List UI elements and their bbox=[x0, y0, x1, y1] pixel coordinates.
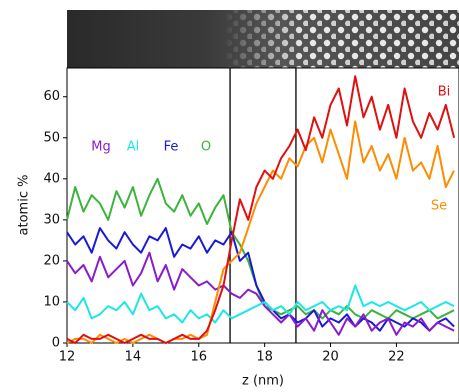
x-tick-label: 20 bbox=[322, 350, 339, 365]
y-axis-label: atomic % bbox=[17, 175, 32, 236]
series-line bbox=[67, 228, 454, 331]
y-tick-label: 20 bbox=[43, 253, 60, 268]
series-label: O bbox=[201, 140, 211, 155]
series-label: Bi bbox=[438, 85, 451, 100]
x-tick-label: 16 bbox=[190, 350, 207, 365]
x-tick-label: 22 bbox=[388, 350, 405, 365]
x-tick-label: 12 bbox=[59, 350, 76, 365]
series-label: Se bbox=[431, 199, 447, 214]
y-tick-label: 30 bbox=[43, 212, 60, 227]
y-tick-label: 40 bbox=[43, 171, 60, 186]
microscopy-strip bbox=[67, 10, 459, 68]
series-label: Fe bbox=[164, 140, 179, 155]
x-axis-label: z (nm) bbox=[242, 374, 284, 389]
series-label: Al bbox=[127, 140, 140, 155]
y-tick-label: 50 bbox=[43, 130, 60, 145]
series-label: Mg bbox=[91, 140, 110, 155]
series-line bbox=[67, 179, 454, 319]
series-line bbox=[67, 286, 454, 323]
y-tick-label: 10 bbox=[43, 294, 60, 309]
x-tick-label: 14 bbox=[125, 350, 142, 365]
chart: z (nm) atomic % 0 10 20 30 40 50 60 12 14 16 18 20 2… bbox=[0, 0, 459, 392]
x-tick-label: 18 bbox=[256, 350, 273, 365]
y-tick-label: 60 bbox=[43, 89, 60, 104]
y-tick-label: 0 bbox=[52, 336, 60, 351]
